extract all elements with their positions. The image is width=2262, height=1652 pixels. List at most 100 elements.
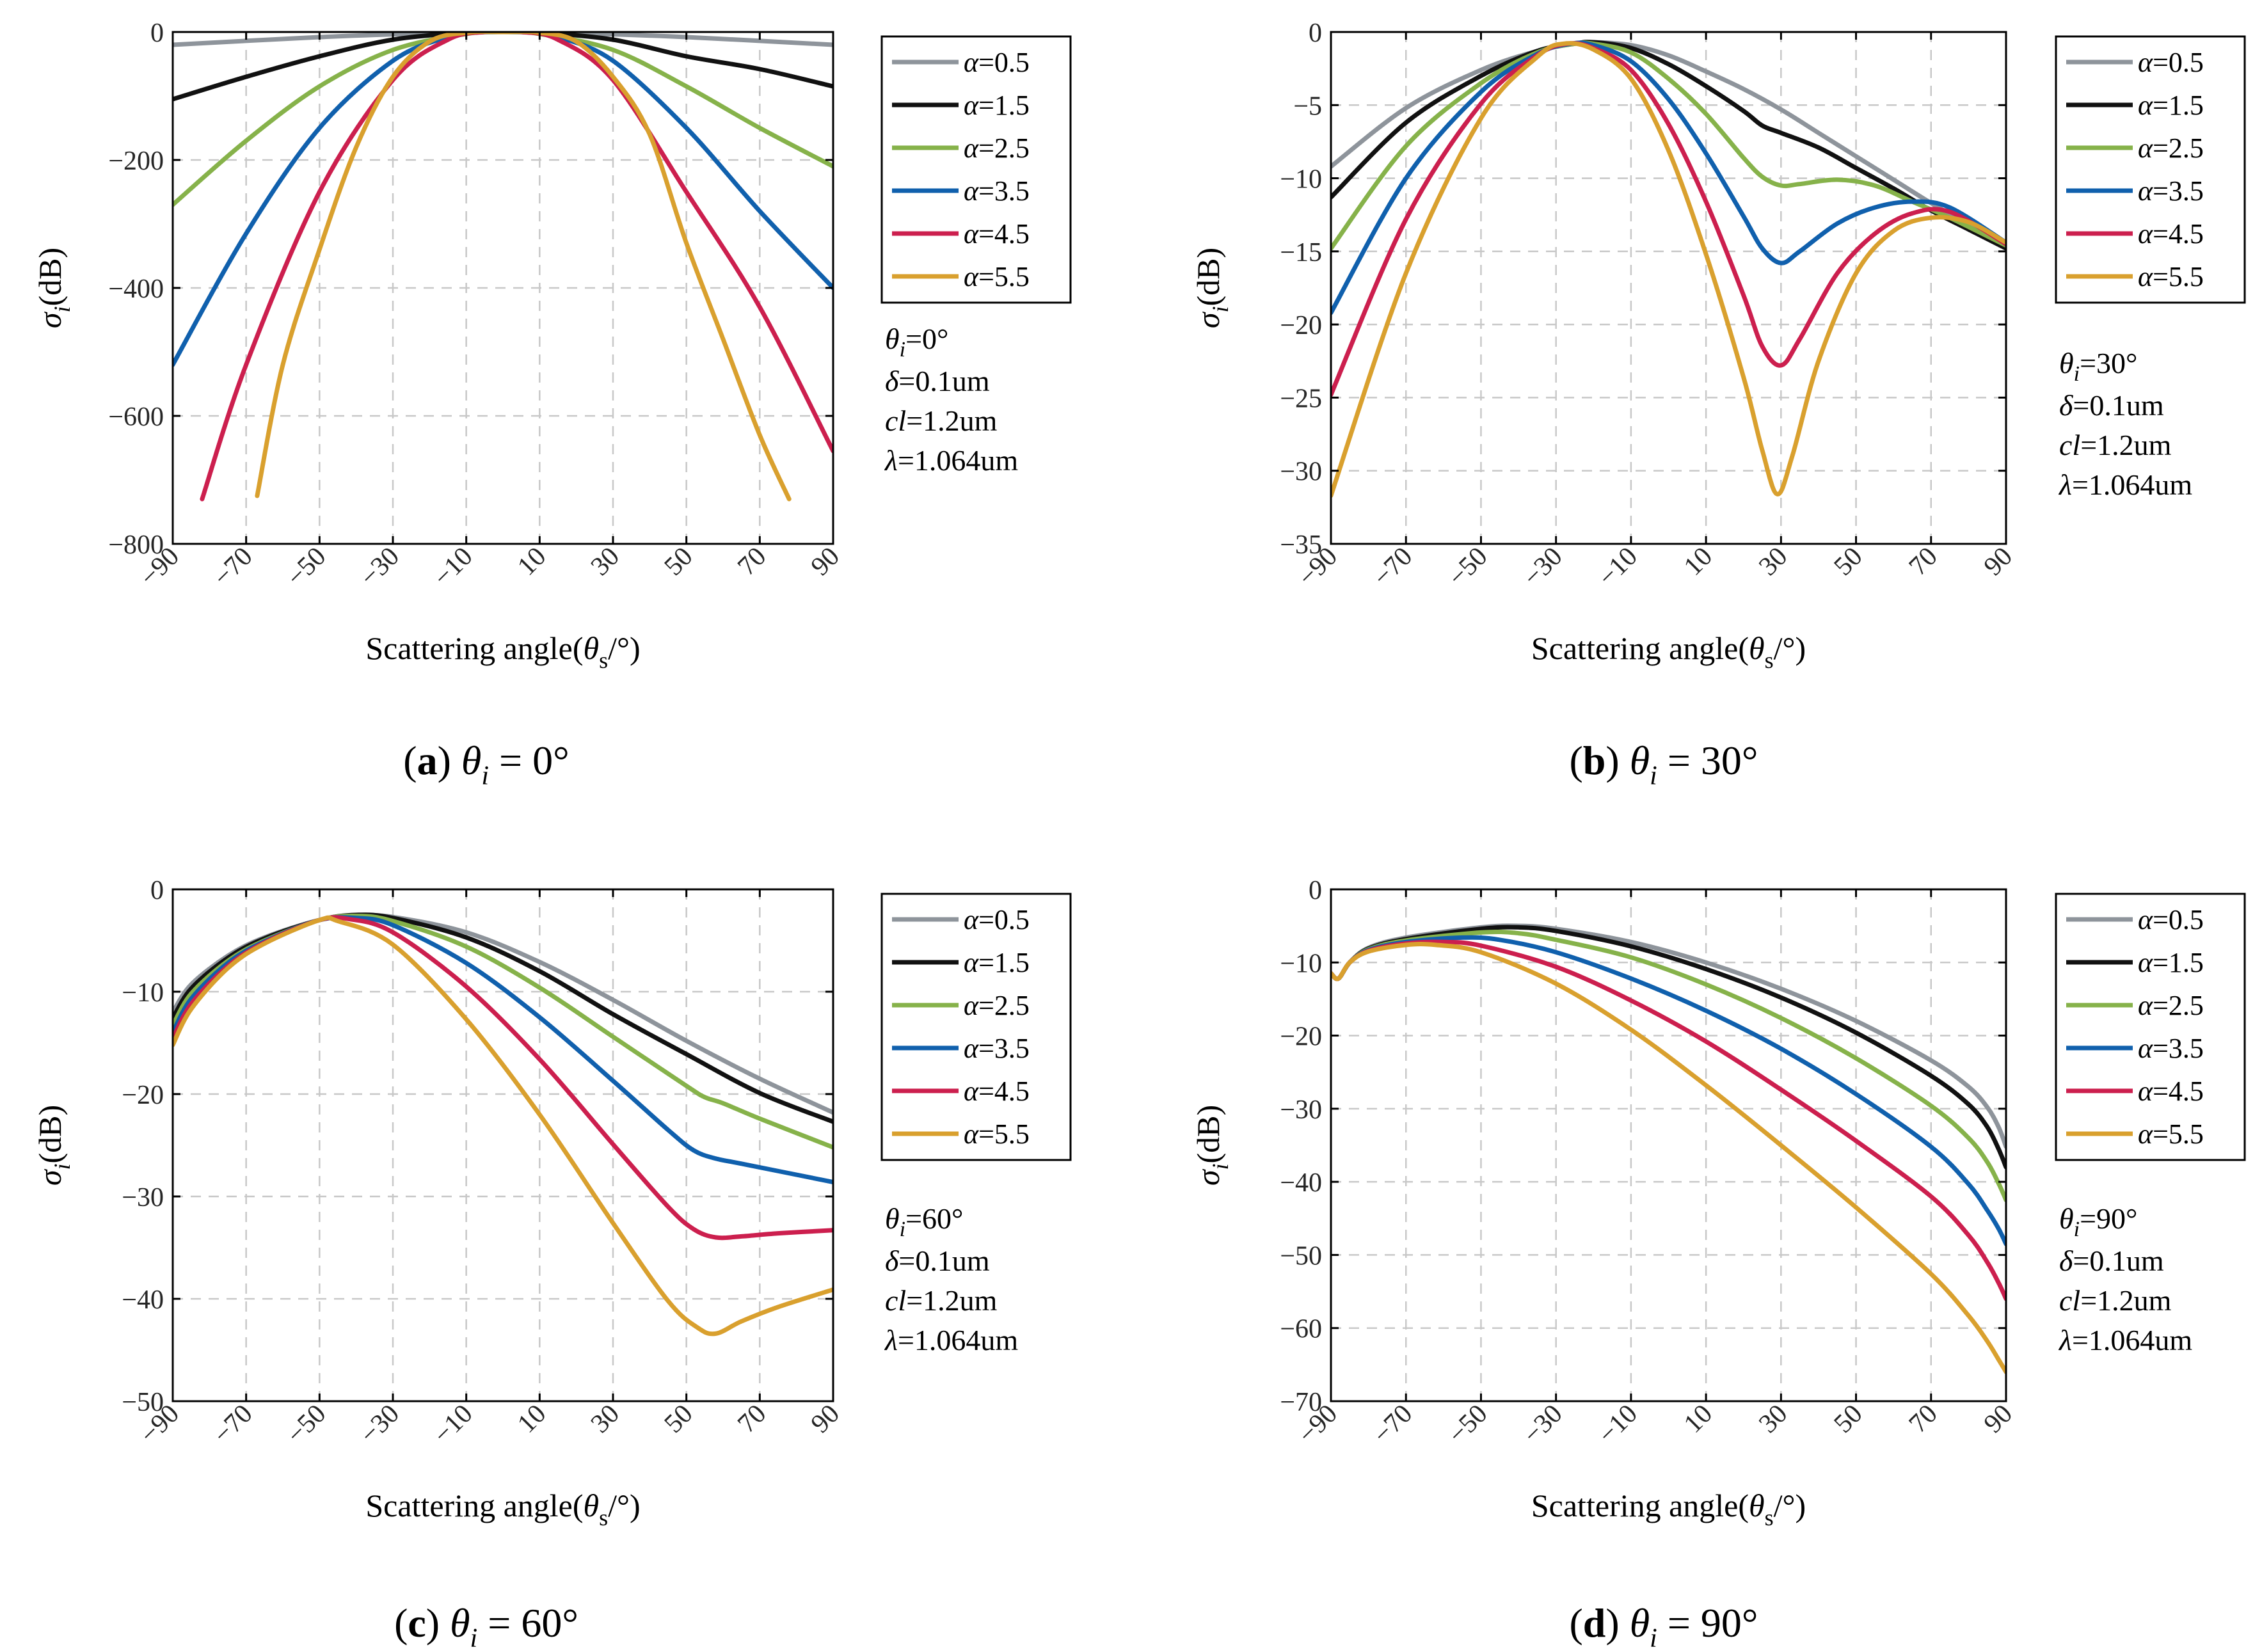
x-tick-label: 10 (512, 542, 552, 582)
series-line-alpha-2_5 (173, 32, 833, 207)
x-tick-label: −70 (1367, 542, 1418, 592)
legend-entry-alpha-3_5: α=3.5 (964, 1033, 1030, 1064)
y-tick-label: 0 (150, 876, 164, 905)
series-line-alpha-5_5 (173, 915, 833, 1337)
x-tick-label: 90 (1979, 542, 2018, 582)
series-line-alpha-3_5 (173, 32, 833, 367)
legend: α=0.5 α=1.5 α=2.5 α=3.5 α=4.5 α=5.5 (2055, 893, 2246, 1161)
x-tick-label: −70 (1367, 1399, 1418, 1450)
series-line-alpha-1_5 (173, 32, 833, 102)
x-tick-label: 90 (806, 1399, 845, 1439)
x-tick-label: 70 (732, 542, 772, 582)
legend-entry-alpha-3_5: α=3.5 (964, 175, 1030, 207)
chart-panel-b: 0−5−10−15−20−25−30−35−90 −70 −50 −30 −10 10 30… (1190, 19, 2246, 791)
x-tick-label: −70 (208, 1399, 259, 1450)
legend-entry-alpha-4_5: α=4.5 (2138, 218, 2204, 250)
series-line-alpha-2_5 (1331, 40, 2006, 251)
x-tick-label: −50 (1443, 542, 1493, 592)
x-tick-label: 30 (1753, 542, 1793, 582)
param-line: δ=0.1um (885, 1244, 990, 1277)
x-tick-label: −50 (1443, 1399, 1493, 1450)
x-tick-label: −10 (1593, 542, 1643, 592)
y-tick-label: −800 (108, 530, 164, 560)
y-tick-label: −35 (1280, 530, 1322, 560)
y-tick-label: −20 (1280, 311, 1322, 340)
legend-entry-alpha-4_5: α=4.5 (2138, 1076, 2204, 1107)
legend-entry-alpha-0_5: α=0.5 (964, 904, 1030, 935)
y-axis-label: σi(dB) (1190, 248, 1233, 328)
param-line: cl=1.2um (885, 404, 998, 437)
param-theta-i: θi=0° (885, 322, 948, 361)
legend-entry-alpha-0_5: α=0.5 (2138, 904, 2204, 935)
plot-frame (1330, 31, 2007, 545)
y-tick-label: −25 (1280, 384, 1322, 413)
x-tick-label: −10 (428, 542, 479, 592)
y-axis-label: σi(dB) (1190, 1105, 1233, 1186)
legend-entry-alpha-4_5: α=4.5 (964, 1076, 1030, 1107)
param-line: λ=1.064um (884, 444, 1018, 477)
legend-entry-alpha-0_5: α=0.5 (2138, 47, 2204, 78)
legend-entry-alpha-2_5: α=2.5 (964, 990, 1030, 1021)
legend-box (880, 35, 1072, 304)
y-tick-label: −10 (122, 978, 164, 1008)
x-tick-label: 30 (585, 542, 625, 582)
legend-entry-alpha-1_5: α=1.5 (964, 90, 1030, 121)
x-tick-label: 90 (1979, 1399, 2018, 1439)
chart-panel-a: 0−200−400−600−800−90 −70 −50 −30 −10 10 30 50 70… (32, 19, 1072, 791)
chart-panel-d: 0−10−20−30−40−50−60−70−90 −70 −50 −30 −10 10 3… (1190, 876, 2246, 1652)
y-tick-label: −40 (1280, 1168, 1322, 1198)
param-line: λ=1.064um (2058, 1324, 2192, 1356)
x-tick-label: 50 (1828, 1399, 1868, 1439)
legend-entry-alpha-3_5: α=3.5 (2138, 175, 2204, 207)
param-theta-i: θi=60° (885, 1202, 963, 1241)
y-tick-label: −40 (122, 1285, 164, 1315)
param-line: λ=1.064um (2058, 468, 2192, 501)
y-tick-label: −600 (108, 402, 164, 432)
legend-box (2055, 35, 2246, 304)
legend-entry-alpha-2_5: α=2.5 (964, 132, 1030, 164)
legend-entry-alpha-5_5: α=5.5 (2138, 261, 2204, 292)
y-tick-label: 0 (1309, 19, 1322, 48)
series-line-alpha-0_5 (1331, 40, 2006, 248)
y-axis-label: σi(dB) (32, 248, 75, 328)
legend: α=0.5 α=1.5 α=2.5 α=3.5 α=4.5 α=5.5 (880, 893, 1072, 1161)
x-tick-label: 30 (1753, 1399, 1793, 1439)
series-line-alpha-1_5 (1331, 40, 2006, 251)
param-line: λ=1.064um (884, 1324, 1018, 1356)
y-tick-label: −10 (1280, 165, 1322, 195)
x-tick-label: −10 (428, 1399, 479, 1450)
param-line: δ=0.1um (885, 365, 990, 397)
legend-entry-alpha-3_5: α=3.5 (2138, 1033, 2204, 1064)
x-tick-label: −30 (1518, 1399, 1568, 1450)
y-tick-label: 0 (150, 19, 164, 48)
series-line-alpha-0_5 (173, 912, 833, 1115)
series-line-alpha-5_5 (255, 32, 792, 502)
legend-box (2055, 893, 2246, 1161)
series-group (173, 32, 833, 502)
x-axis-label: Scattering angle(θs/°) (365, 630, 640, 673)
x-tick-label: 90 (806, 542, 845, 582)
x-tick-label: −50 (281, 542, 331, 592)
param-theta-i: θi=90° (2059, 1202, 2137, 1241)
y-tick-label: −60 (1280, 1315, 1322, 1344)
x-tick-label: 30 (585, 1399, 625, 1439)
param-line: cl=1.2um (2059, 1284, 2172, 1317)
x-tick-label: 50 (659, 542, 699, 582)
series-group (1331, 40, 2006, 498)
legend-entry-alpha-5_5: α=5.5 (964, 1118, 1030, 1150)
plot-frame (1330, 888, 2007, 1402)
y-tick-label: −400 (108, 274, 164, 304)
param-line: δ=0.1um (2059, 389, 2164, 422)
legend-entry-alpha-5_5: α=5.5 (964, 261, 1030, 292)
series-group (1331, 923, 2006, 1374)
x-axis-label: Scattering angle(θs/°) (365, 1488, 640, 1530)
y-tick-label: −30 (1280, 457, 1322, 487)
x-tick-label: 10 (1678, 542, 1718, 582)
series-group (173, 912, 833, 1337)
legend-entry-alpha-4_5: α=4.5 (964, 218, 1030, 250)
y-tick-label: −50 (122, 1388, 164, 1417)
panel-caption: (d) θi = 90° (1569, 1600, 1758, 1652)
param-line: δ=0.1um (2059, 1244, 2164, 1277)
panel-caption: (c) θi = 60° (394, 1600, 578, 1652)
